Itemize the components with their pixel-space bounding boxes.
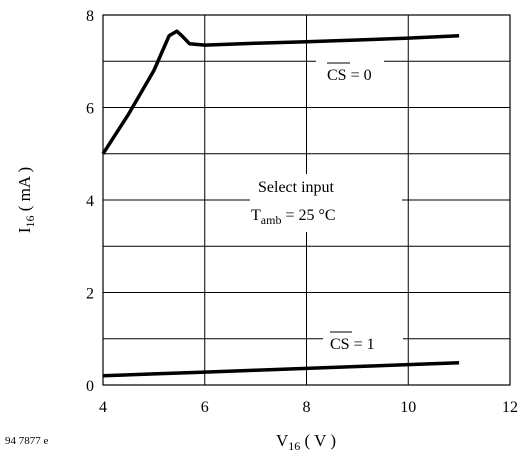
y-tick-label: 0 xyxy=(86,378,94,395)
tamb-sub: amb xyxy=(261,213,282,227)
x-tick-label: 10 xyxy=(400,399,416,416)
x-tick-labels: 4 6 8 10 12 xyxy=(99,399,518,416)
plot-frame xyxy=(102,14,511,386)
cs0-overlined: CS xyxy=(327,67,347,84)
xlabel-sub: 16 xyxy=(288,439,300,453)
tamb-main: T xyxy=(251,207,261,224)
cs1-label: CS = 1 xyxy=(330,336,375,353)
cs1-rest: = 1 xyxy=(350,336,375,353)
xlabel-main: V xyxy=(276,431,289,450)
x-tick-label: 8 xyxy=(303,399,311,416)
condition-line1: Select input xyxy=(258,179,335,196)
ylabel-main: I xyxy=(15,227,34,233)
x-tick-label: 6 xyxy=(201,399,209,416)
condition-label-bg xyxy=(250,174,402,232)
x-tick-label: 4 xyxy=(99,399,107,416)
y-axis-label: I16 ( mA ) xyxy=(15,167,37,233)
xlabel-rest: ( V ) xyxy=(300,431,336,450)
ylabel-sub: 16 xyxy=(23,215,37,227)
series-layer xyxy=(101,29,460,378)
ylabel-rest: ( mA ) xyxy=(15,167,34,216)
cs0-rest: = 0 xyxy=(347,67,372,84)
y-tick-labels: 0 2 4 6 8 xyxy=(86,8,94,395)
y-tick-label: 8 xyxy=(86,8,94,25)
series-line-cs1 xyxy=(102,361,460,378)
tamb-rest: = 25 °C xyxy=(281,207,335,224)
figure-id: 94 7877 e xyxy=(5,435,49,447)
y-tick-label: 6 xyxy=(86,101,94,118)
series-line-cs0 xyxy=(101,29,460,155)
cs1-overlined: CS xyxy=(330,336,350,353)
grid-lines xyxy=(103,15,510,385)
condition-line2: Tamb = 25 °C xyxy=(251,207,336,227)
x-tick-label: 12 xyxy=(502,399,518,416)
y-tick-label: 4 xyxy=(86,193,94,210)
x-axis-label: V16 ( V ) xyxy=(276,431,336,453)
cs0-label: CS = 0 xyxy=(327,67,372,84)
y-tick-label: 2 xyxy=(86,286,94,303)
